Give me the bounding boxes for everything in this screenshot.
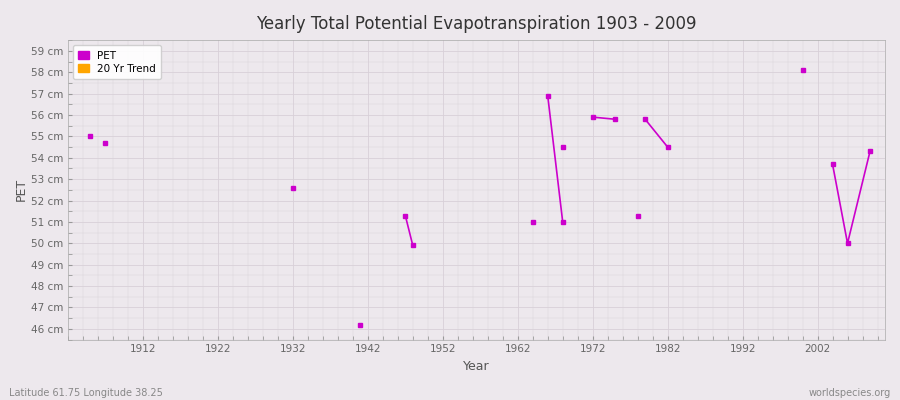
Y-axis label: PET: PET	[15, 178, 28, 202]
Text: worldspecies.org: worldspecies.org	[809, 388, 891, 398]
Title: Yearly Total Potential Evapotranspiration 1903 - 2009: Yearly Total Potential Evapotranspiratio…	[256, 15, 697, 33]
X-axis label: Year: Year	[464, 360, 490, 373]
Text: Latitude 61.75 Longitude 38.25: Latitude 61.75 Longitude 38.25	[9, 388, 163, 398]
Legend: PET, 20 Yr Trend: PET, 20 Yr Trend	[73, 45, 161, 79]
